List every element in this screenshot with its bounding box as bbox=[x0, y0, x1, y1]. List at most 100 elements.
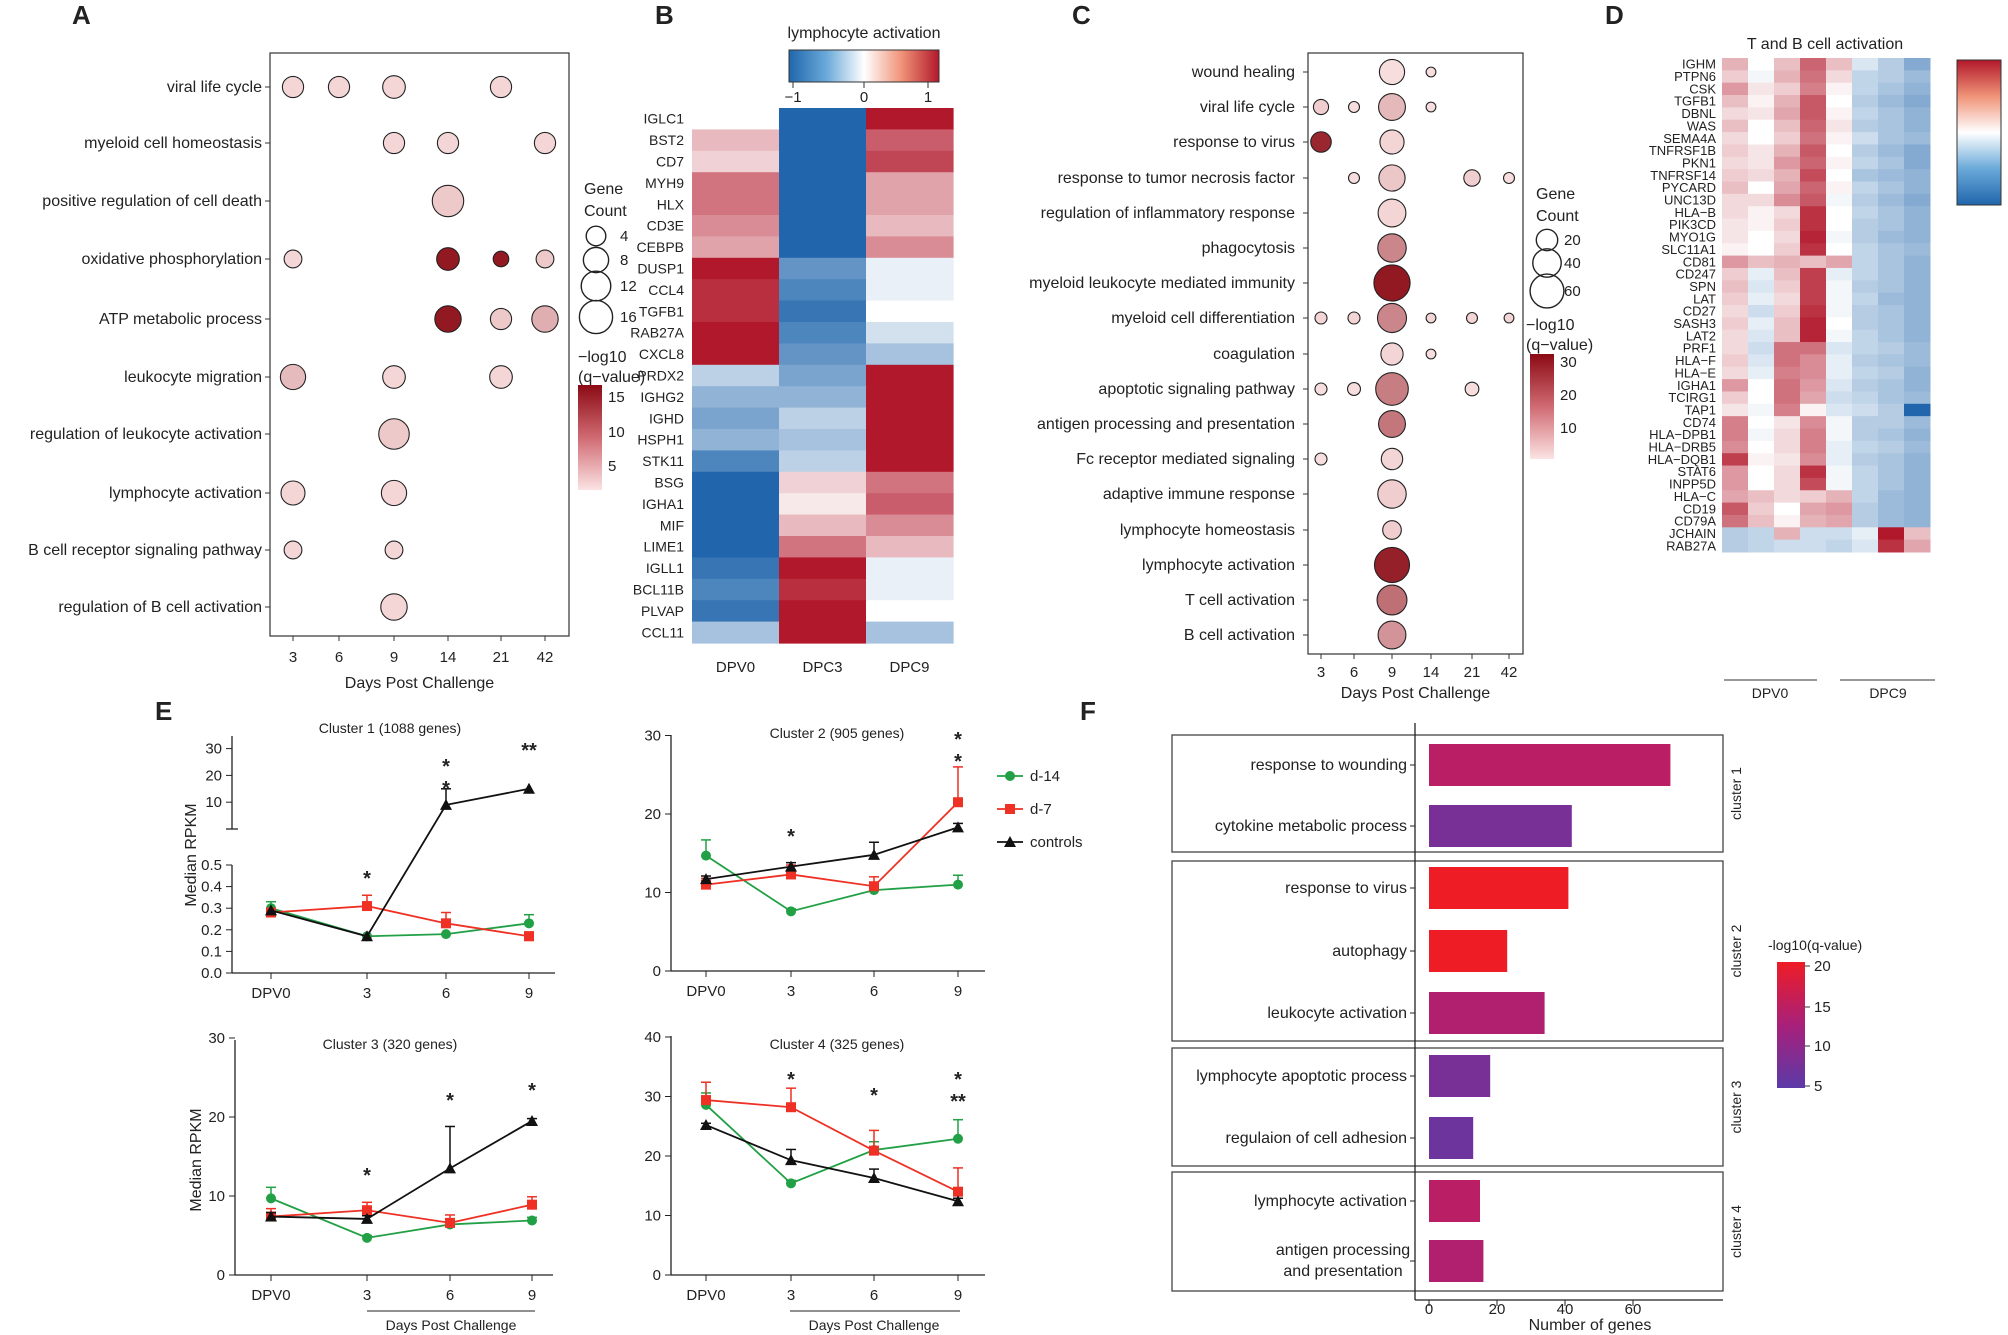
heat-cell bbox=[1904, 453, 1931, 467]
cluster-label: cluster 4 bbox=[1728, 1205, 1744, 1258]
series-line bbox=[270, 907, 530, 938]
size-legend-label: 8 bbox=[620, 252, 628, 269]
gene-label: HLA−F bbox=[1675, 353, 1716, 368]
data-point bbox=[527, 1215, 537, 1226]
cluster-label: cluster 1 bbox=[1728, 767, 1744, 820]
heat-cell bbox=[1722, 453, 1749, 467]
heat-cell bbox=[1826, 317, 1853, 331]
heat-cell bbox=[1774, 366, 1801, 380]
heat-cell bbox=[1800, 465, 1827, 479]
heat-cell bbox=[1774, 107, 1801, 121]
panel-b: lymphocyte activation −1 0 1 IGLC1 BST2 CD7 MYH… bbox=[630, 25, 954, 676]
heat-cell bbox=[1826, 132, 1853, 145]
heat-cell bbox=[1800, 514, 1827, 528]
term-label: regulation of leukocyte activation bbox=[30, 426, 262, 443]
dot bbox=[1377, 233, 1407, 263]
heat-cell bbox=[1800, 391, 1827, 405]
x-tick-label: DPV0 bbox=[251, 1287, 290, 1304]
cluster-box bbox=[1171, 1171, 1724, 1292]
dot bbox=[431, 184, 465, 218]
heat-cell bbox=[692, 150, 780, 173]
y-tick-label: 10 bbox=[644, 1208, 661, 1225]
x-tick-label: 42 bbox=[537, 649, 554, 666]
heat-cell bbox=[1748, 379, 1775, 392]
heat-cell bbox=[1722, 366, 1749, 380]
data-point bbox=[868, 1172, 880, 1184]
heat-cell bbox=[779, 215, 867, 237]
dot bbox=[283, 540, 303, 560]
panel-label-f: F bbox=[1080, 696, 1096, 726]
y-tick-label: 0.0 bbox=[201, 965, 222, 982]
term-label: myeloid cell differentiation bbox=[1111, 310, 1295, 327]
gene-label: CD7 bbox=[656, 154, 684, 170]
heat-cell bbox=[1826, 206, 1853, 220]
gene-label: CD74 bbox=[1683, 415, 1716, 430]
heat-cell bbox=[1904, 366, 1931, 380]
data-point bbox=[265, 1210, 277, 1222]
bar bbox=[1429, 1117, 1474, 1159]
heat-cell bbox=[1748, 181, 1775, 195]
heat-cell bbox=[1852, 95, 1879, 108]
series-line bbox=[270, 787, 530, 938]
heat-cell bbox=[1800, 502, 1827, 516]
heat-cell bbox=[866, 407, 954, 430]
heat-cell bbox=[1826, 379, 1853, 392]
gene-label: PKN1 bbox=[1682, 155, 1716, 170]
data-point bbox=[361, 1212, 373, 1224]
gene-label: SASH3 bbox=[1673, 316, 1716, 331]
term-label: lymphocyte activation bbox=[109, 485, 262, 502]
heat-cell bbox=[692, 129, 780, 152]
legend-label: d-7 bbox=[1030, 801, 1052, 818]
gene-label: WAS bbox=[1687, 118, 1716, 133]
dot bbox=[531, 305, 559, 333]
data-point bbox=[786, 869, 796, 880]
heat-cell bbox=[1852, 132, 1879, 145]
x-tick-label: 3 bbox=[787, 1287, 795, 1304]
gene-label: SLC11A1 bbox=[1661, 242, 1716, 257]
heat-cell bbox=[1826, 502, 1853, 516]
heat-cell bbox=[1852, 379, 1879, 392]
heat-cell bbox=[866, 150, 954, 173]
size-legend-label: 12 bbox=[620, 278, 637, 295]
heat-cell bbox=[1748, 329, 1775, 343]
heat-cell bbox=[1748, 70, 1775, 84]
dot bbox=[378, 418, 410, 450]
heat-cell bbox=[1852, 70, 1879, 84]
y-tick-label: 30 bbox=[644, 728, 661, 745]
legend-label: controls bbox=[1030, 834, 1083, 851]
gene-label: CD27 bbox=[1683, 304, 1716, 319]
heat-cell bbox=[1800, 132, 1827, 145]
heat-cell bbox=[1904, 156, 1931, 170]
heat-cell bbox=[1878, 428, 1905, 442]
heat-cell bbox=[1748, 58, 1775, 71]
x-tick-label: 9 bbox=[525, 985, 533, 1002]
heat-cell bbox=[1722, 280, 1749, 294]
heat-cell bbox=[1904, 465, 1931, 479]
panel-a-legend: Gene Count −log10 (q−value) 4 8 12 16 15 10 5 bbox=[578, 181, 645, 490]
dot bbox=[380, 593, 408, 621]
gene-label: IGHA1 bbox=[1677, 378, 1716, 393]
gene-label: CD19 bbox=[1683, 501, 1716, 516]
heat-cell bbox=[1826, 267, 1853, 281]
heat-cell bbox=[1774, 218, 1801, 232]
data-point bbox=[785, 860, 797, 872]
heat-cell bbox=[1722, 119, 1749, 133]
data-point bbox=[362, 901, 372, 912]
dot bbox=[1377, 620, 1407, 650]
term-label: regulation of inflammatory response bbox=[1041, 205, 1295, 222]
gene-label: CCL11 bbox=[641, 624, 684, 640]
bar bbox=[1429, 1240, 1484, 1282]
dot bbox=[489, 75, 513, 99]
heat-cell bbox=[1774, 329, 1801, 343]
x-tick-label: 9 bbox=[954, 1287, 962, 1304]
heat-cell bbox=[1722, 206, 1749, 220]
heat-cell bbox=[1748, 230, 1775, 244]
heat-cell bbox=[1826, 440, 1853, 454]
heat-cell bbox=[692, 343, 780, 366]
heat-cell bbox=[1774, 169, 1801, 182]
dot bbox=[1312, 98, 1330, 116]
heat-cell bbox=[1800, 292, 1827, 306]
gene-label: CCL4 bbox=[648, 282, 684, 298]
heat-cell bbox=[1852, 82, 1879, 96]
data-point bbox=[953, 879, 963, 890]
